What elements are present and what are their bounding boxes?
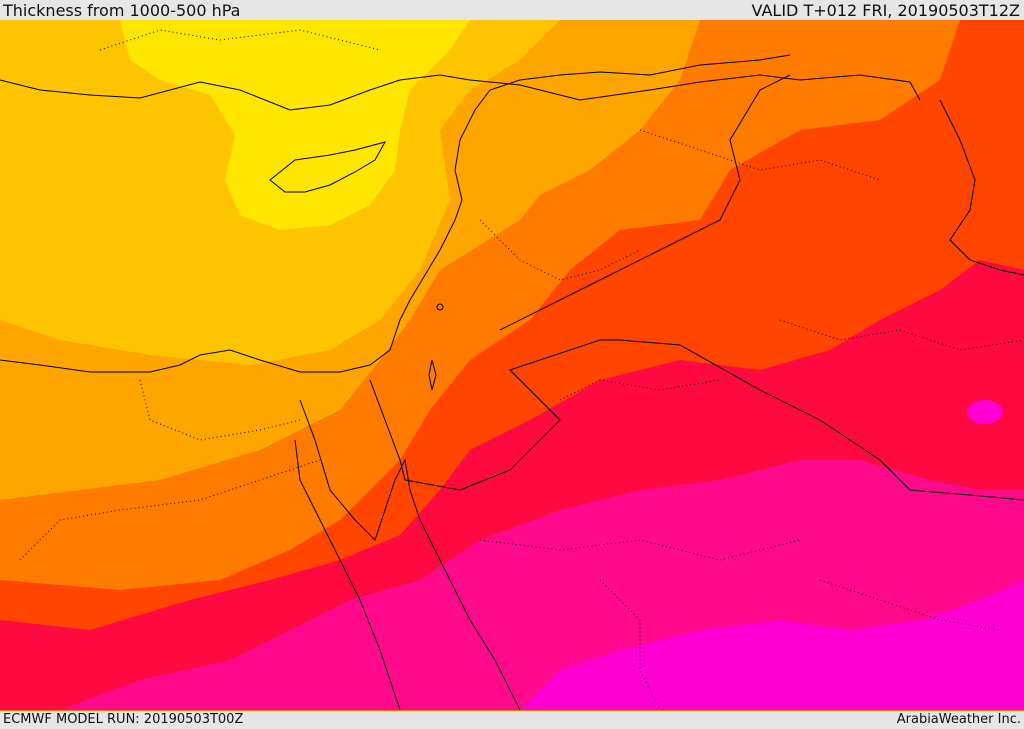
footer-bar: ECMWF MODEL RUN: 20190503T00Z ArabiaWeat…: [0, 711, 1024, 729]
credit-label: ArabiaWeather Inc.: [896, 712, 1021, 727]
header-bar: Thickness from 1000-500 hPa VALID T+012 …: [0, 0, 1024, 20]
coastline: [0, 54, 791, 373]
gulf-coast: [939, 99, 1024, 276]
border-levant: [369, 339, 620, 491]
cyprus-outline: [269, 141, 387, 193]
internal-boundary-10: [99, 29, 381, 51]
band-8-fill: [520, 580, 1024, 710]
dead-sea: [428, 359, 437, 391]
internal-boundary-4: [639, 129, 881, 181]
internal-boundary-7: [599, 579, 661, 711]
sinai-outline: [299, 399, 521, 711]
valid-time: VALID T+012 FRI, 20190503T12Z: [751, 1, 1020, 20]
sea-of-galilee: [436, 303, 444, 311]
thickness-map: [0, 20, 1024, 711]
band-1-fill: [120, 20, 470, 230]
internal-boundary-8: [819, 579, 1001, 631]
model-run-label: ECMWF MODEL RUN: 20190503T00Z: [3, 712, 244, 727]
map-title: Thickness from 1000-500 hPa: [3, 1, 241, 20]
border-jordan-iraq: [499, 74, 791, 331]
border-syria-turkey: [469, 74, 921, 101]
turkey-coast: [0, 74, 471, 111]
band-8-blob: [967, 400, 1003, 424]
border-saudi-iraq: [619, 339, 1024, 501]
red-sea-west-coast: [294, 439, 401, 711]
internal-boundary-9: [779, 319, 1024, 351]
